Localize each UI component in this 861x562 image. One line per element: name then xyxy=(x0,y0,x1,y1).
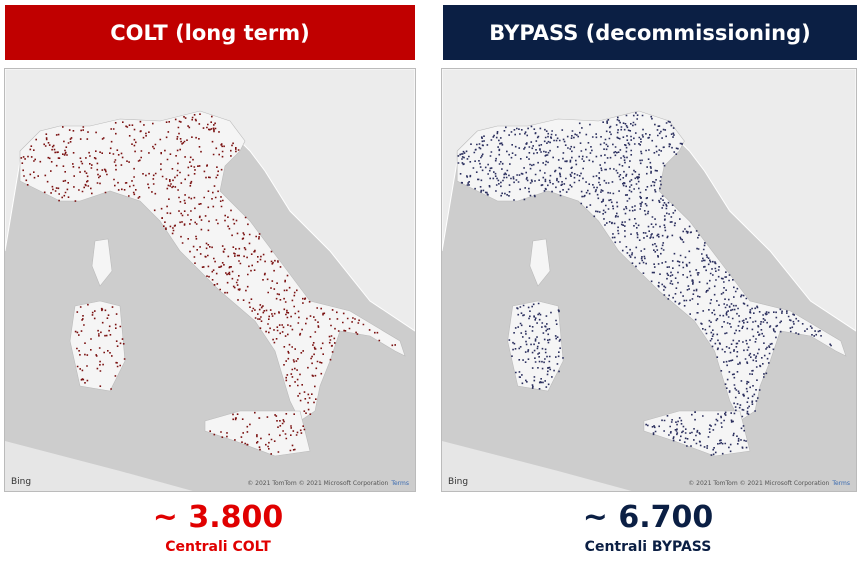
map-canvas xyxy=(5,69,415,491)
attribution-text: © 2021 TomTom © 2021 Microsoft Corporati… xyxy=(688,480,830,487)
map: Bing © 2021 TomTom © 2021 Microsoft Corp… xyxy=(4,68,416,492)
map: Bing © 2021 TomTom © 2021 Microsoft Corp… xyxy=(441,68,857,492)
land xyxy=(456,110,847,422)
land xyxy=(69,300,126,392)
africa-land xyxy=(442,441,632,491)
terms-link[interactable]: Terms xyxy=(832,480,850,487)
site-count: ~ 6.700 xyxy=(582,500,714,535)
site-caption: Centrali BYPASS xyxy=(584,539,712,555)
panel-header: COLT (long term) xyxy=(5,5,415,60)
map-canvas xyxy=(442,69,856,491)
land xyxy=(643,410,751,457)
map-attribution: © 2021 TomTom © 2021 Microsoft Corporati… xyxy=(247,480,409,487)
attribution-text: © 2021 TomTom © 2021 Microsoft Corporati… xyxy=(247,480,389,487)
land xyxy=(91,238,113,287)
map-layer xyxy=(5,69,415,491)
site-caption: Centrali COLT xyxy=(165,539,271,555)
africa-land xyxy=(5,441,193,491)
site-count: ~ 3.800 xyxy=(152,500,284,535)
map-logo: Bing xyxy=(11,477,32,487)
terms-link[interactable]: Terms xyxy=(391,480,409,487)
land xyxy=(529,238,551,287)
map-attribution: © 2021 TomTom © 2021 Microsoft Corporati… xyxy=(688,480,850,487)
panel-header: BYPASS (decommissioning) xyxy=(443,5,857,60)
map-logo: Bing xyxy=(448,477,469,487)
land xyxy=(19,110,406,422)
map-layer xyxy=(442,69,856,491)
land xyxy=(507,300,564,392)
